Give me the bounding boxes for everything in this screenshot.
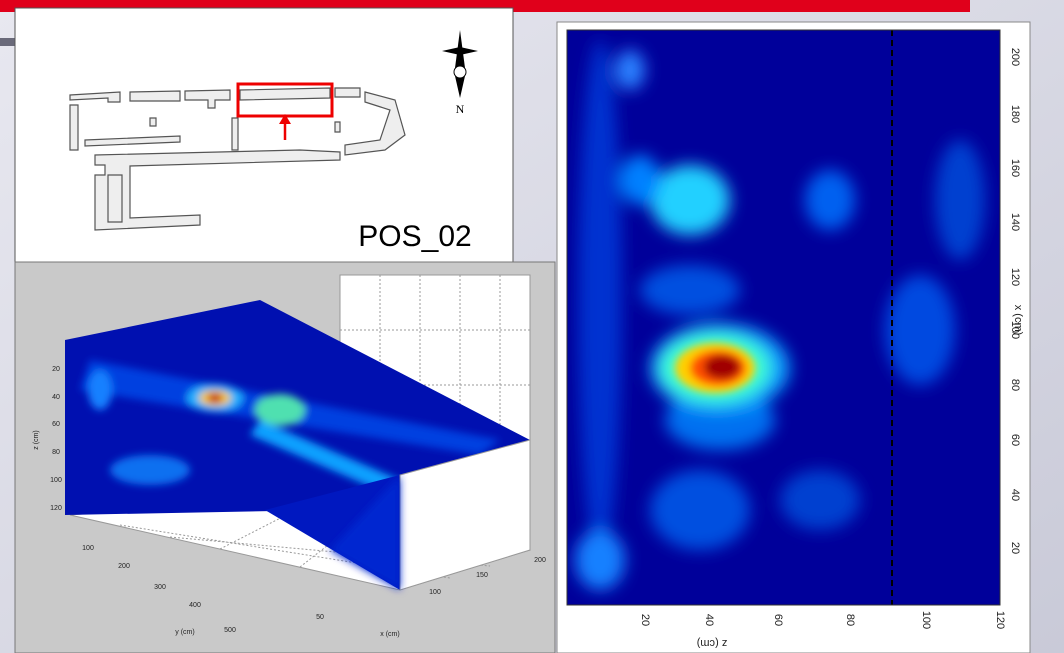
x-axis-label: x (cm) <box>380 631 399 638</box>
side-tick-label: 140 <box>1009 213 1021 231</box>
volume-panel <box>15 262 555 653</box>
bottom-axis-label: z (cm) <box>697 637 728 649</box>
side-tick-label: 60 <box>1009 434 1021 446</box>
x-tick-label: 200 <box>534 557 546 564</box>
bottom-tick-label: 80 <box>844 614 856 626</box>
position-label: POS_02 <box>358 220 471 253</box>
heatmap-image <box>567 30 1000 605</box>
x-tick-label: 50 <box>316 614 324 621</box>
side-tick-label: 40 <box>1009 489 1021 501</box>
side-tick-label: 120 <box>1009 268 1021 286</box>
map-panel: N POS_02 <box>15 8 513 262</box>
side-axis-label: x (cm) <box>1012 305 1024 336</box>
north-label: N <box>456 102 465 116</box>
y-tick-label: 400 <box>189 602 201 609</box>
y-axis-label: y (cm) <box>175 629 194 636</box>
z-tick-label: 100 <box>50 477 62 484</box>
z-tick-label: 120 <box>50 505 62 512</box>
side-tick-label: 160 <box>1009 159 1021 177</box>
side-tick-label: 200 <box>1009 48 1021 66</box>
z-tick-label: 80 <box>52 449 60 456</box>
x-tick-label: 150 <box>476 572 488 579</box>
y-tick-label: 100 <box>82 545 94 552</box>
y-tick-label: 500 <box>224 627 236 634</box>
bottom-tick-label: 40 <box>703 614 715 626</box>
z-tick-label: 40 <box>52 394 60 401</box>
slide: N POS_02 <box>0 0 1064 653</box>
bottom-tick-label: 20 <box>639 614 651 626</box>
y-tick-label: 300 <box>154 584 166 591</box>
z-tick-label: 60 <box>52 421 60 428</box>
z-axis-label: z (cm) <box>33 430 40 449</box>
bottom-tick-label: 60 <box>772 614 784 626</box>
x-tick-label: 100 <box>429 589 441 596</box>
side-tick-label: 80 <box>1009 379 1021 391</box>
side-tick-label: 180 <box>1009 105 1021 123</box>
side-tick-label: 20 <box>1009 542 1021 554</box>
bottom-tick-label: 100 <box>920 611 932 629</box>
bottom-tick-label: 120 <box>994 611 1006 629</box>
y-tick-label: 200 <box>118 563 130 570</box>
heatmap-panel <box>557 22 1030 653</box>
z-tick-label: 20 <box>52 366 60 373</box>
